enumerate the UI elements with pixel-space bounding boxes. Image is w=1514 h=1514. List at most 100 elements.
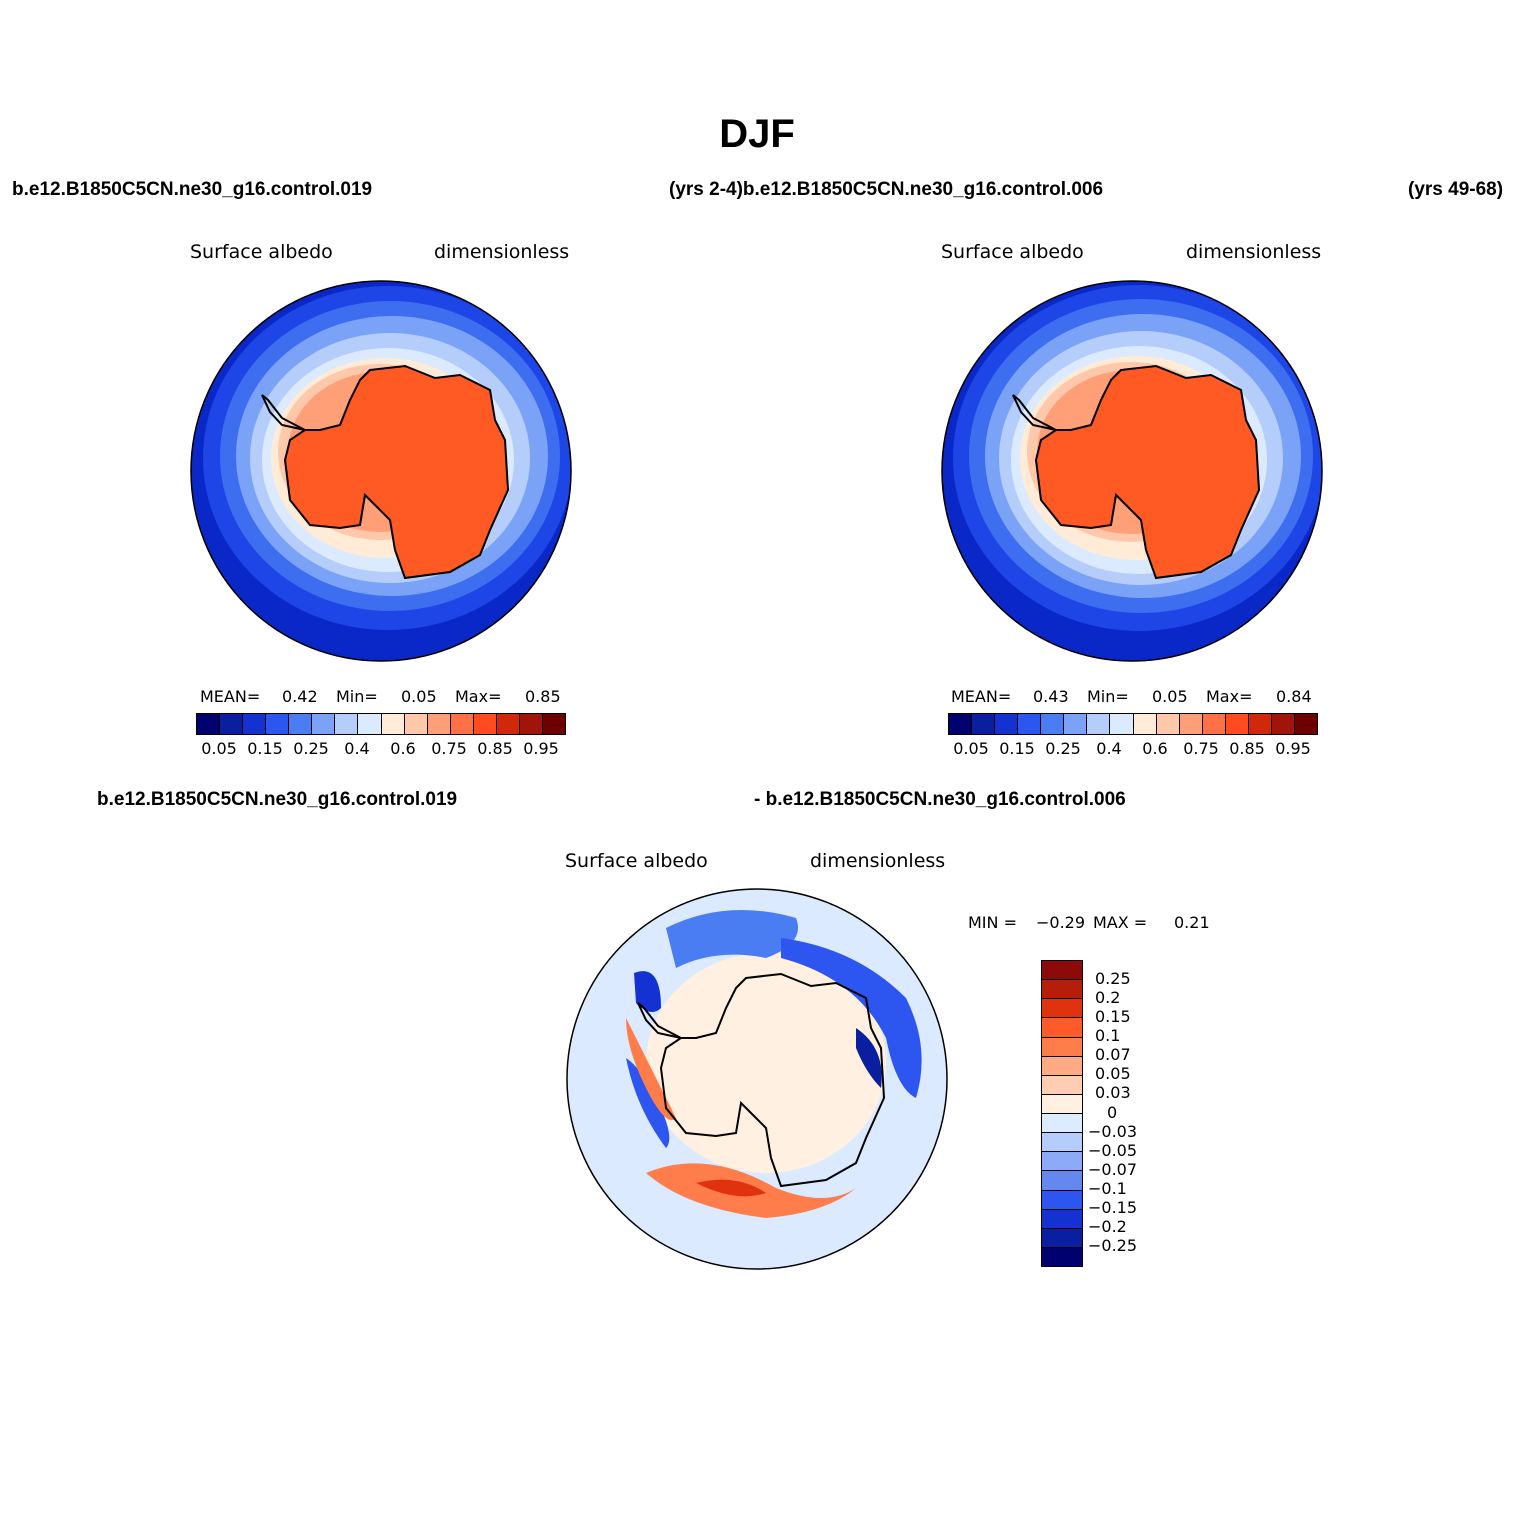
colorbar-tick-label: 0.25 [1045,739,1081,758]
panel1-mean: 0.42 [282,687,318,706]
colorbar-swatch [1042,1018,1082,1038]
panel1-variable: Surface albedo [190,241,333,263]
colorbar-swatch [1294,714,1317,734]
colorbar-swatch [519,714,543,734]
diff-case-right: - b.e12.B1850C5CN.ne30_g16.control.006 [754,789,1126,810]
colorbar-swatch [949,714,973,734]
panel1-max-label: Max= [455,687,502,706]
diff-case-left: b.e12.B1850C5CN.ne30_g16.control.019 [97,789,458,810]
colorbar-tick-label: −0.1 [1088,1178,1127,1198]
panel1-max: 0.85 [525,687,561,706]
panel3-min-label: MIN = [968,913,1017,932]
panel2-mean: 0.43 [1033,687,1069,706]
colorbar-swatch [243,714,267,734]
panel1-min-label: Min= [336,687,378,706]
colorbar-tick-label: −0.03 [1088,1121,1138,1141]
panel2-max: 0.84 [1276,687,1312,706]
panel3-colorbar [1041,960,1083,1267]
colorbar-tick-label: −0.05 [1088,1140,1138,1160]
colorbar-swatch [1110,714,1134,734]
main-title: DJF [719,112,795,156]
colorbar-swatch [1042,999,1082,1019]
panel3-max-label: MAX = [1093,913,1148,932]
colorbar-swatch [404,714,428,734]
colorbar-tick-label: 0.05 [953,739,989,758]
colorbar-tick-label: 0.75 [1183,739,1219,758]
colorbar-swatch [496,714,520,734]
colorbar-tick-label: 0.15 [1095,1007,1131,1027]
colorbar-tick-label: 0.05 [1095,1064,1131,1084]
colorbar-swatch [1087,714,1111,734]
colorbar-swatch [1202,714,1226,734]
panel2-max-label: Max= [1206,687,1253,706]
colorbar-swatch [1042,1171,1082,1191]
case-title-right: (yrs 49-68) [1408,179,1504,200]
colorbar-swatch [266,714,290,734]
panel2-variable: Surface albedo [941,241,1084,263]
colorbar-swatch [995,714,1019,734]
colorbar-tick-label: −0.15 [1088,1197,1138,1217]
colorbar-swatch [450,714,474,734]
colorbar-tick-label: 0.15 [999,739,1035,758]
colorbar-tick-label: 0.75 [431,739,467,758]
colorbar-swatch [473,714,497,734]
colorbar-tick-label: 0.95 [523,739,559,758]
colorbar-swatch [1248,714,1272,734]
colorbar-swatch [197,714,221,734]
colorbar-tick-label: −0.2 [1088,1216,1127,1236]
panel3-variable: Surface albedo [565,850,708,872]
colorbar-swatch [1042,1228,1082,1248]
colorbar-swatch [427,714,451,734]
colorbar-swatch [1018,714,1042,734]
colorbar-tick-label: −0.07 [1088,1159,1138,1179]
colorbar-swatch [1041,714,1065,734]
colorbar-tick-label: 0.85 [477,739,513,758]
colorbar-swatch [1042,1114,1082,1134]
colorbar-tick-label: 0.4 [1096,739,1122,758]
colorbar-swatch [1042,1037,1082,1057]
case-title-left: b.e12.B1850C5CN.ne30_g16.control.019 [12,179,373,200]
colorbar-swatch [1042,980,1082,1000]
colorbar-swatch [1042,1075,1082,1095]
colorbar-swatch [1042,1056,1082,1076]
panel2-colorbar [948,713,1318,735]
colorbar-swatch [1179,714,1203,734]
colorbar-swatch [1133,714,1157,734]
panel2-min-label: Min= [1087,687,1129,706]
colorbar-tick-label: 0.15 [247,739,283,758]
panel3-max: 0.21 [1174,913,1210,932]
panel1-mean-label: MEAN= [200,687,261,706]
colorbar-tick-label: 0.2 [1095,988,1121,1008]
colorbar-swatch [220,714,244,734]
colorbar-tick-label: 0.25 [293,739,329,758]
panel2-min: 0.05 [1152,687,1188,706]
panel3-difference-map [566,888,948,1270]
colorbar-tick-label: 0 [1107,1102,1118,1122]
panel2-units: dimensionless [1186,241,1322,263]
colorbar-tick-label: 0.6 [1142,739,1168,758]
colorbar-tick-label: −0.25 [1088,1235,1138,1255]
colorbar-tick-label: 0.4 [344,739,370,758]
colorbar-swatch [1042,1190,1082,1210]
colorbar-swatch [1042,1247,1082,1266]
colorbar-swatch [1225,714,1249,734]
colorbar-tick-label: 0.1 [1095,1026,1121,1046]
colorbar-swatch [1156,714,1180,734]
colorbar-swatch [1042,961,1082,981]
colorbar-swatch [1271,714,1295,734]
colorbar-tick-label: 0.6 [390,739,416,758]
colorbar-swatch [1064,714,1088,734]
colorbar-swatch [289,714,313,734]
colorbar-swatch [358,714,382,734]
colorbar-swatch [542,714,565,734]
colorbar-swatch [972,714,996,734]
colorbar-swatch [1042,1152,1082,1172]
panel1-min: 0.05 [401,687,437,706]
colorbar-swatch [1042,1209,1082,1229]
panel1-polar-map [190,280,572,662]
case-title-middle: (yrs 2-4)b.e12.B1850C5CN.ne30_g16.contro… [669,179,1104,200]
colorbar-swatch [1042,1133,1082,1153]
panel3-units: dimensionless [810,850,946,872]
colorbar-swatch [381,714,405,734]
colorbar-tick-label: 0.07 [1095,1045,1131,1065]
